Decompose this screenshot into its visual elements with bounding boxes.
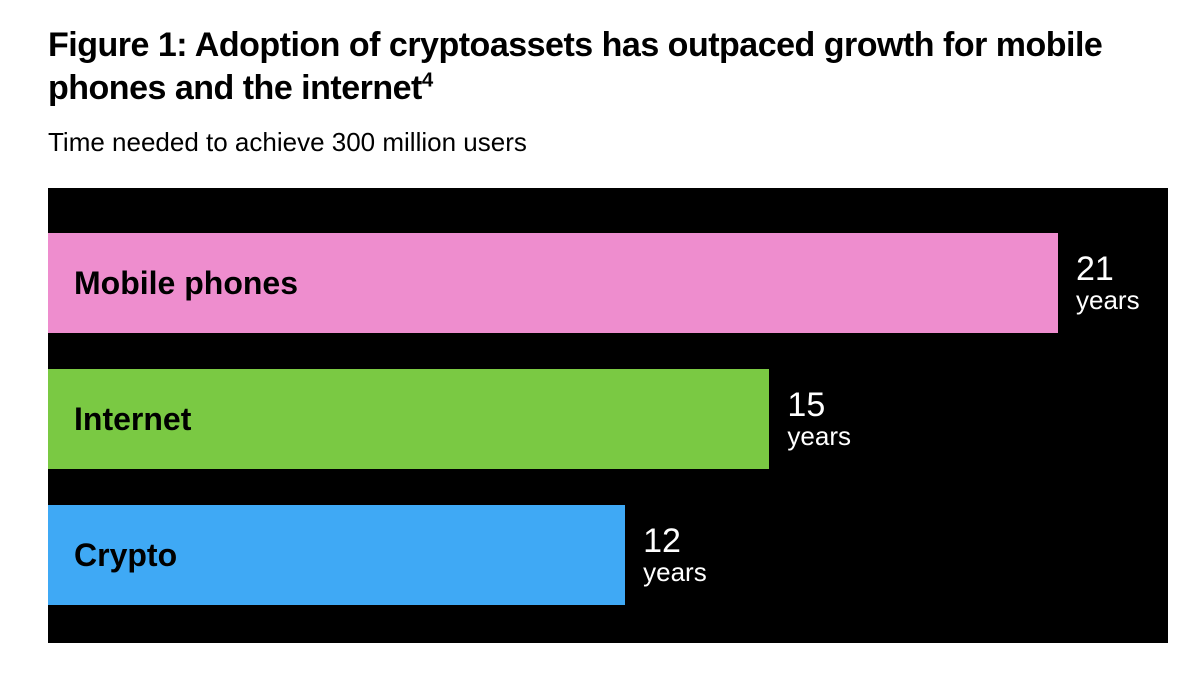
bar-label: Mobile phones: [74, 265, 298, 302]
figure-subtitle: Time needed to achieve 300 million users: [48, 127, 1168, 158]
bar: Internet: [48, 369, 769, 469]
bar-value-unit: years: [643, 559, 707, 586]
bar-value: 12years: [643, 524, 707, 587]
chart-panel: Mobile phones21yearsInternet15yearsCrypt…: [48, 188, 1168, 643]
bar-row: Internet 15years: [48, 369, 1168, 469]
bar: Mobile phones: [48, 233, 1058, 333]
bar-row: Crypto 12years: [48, 505, 1168, 605]
bar-value-unit: years: [1076, 287, 1140, 314]
bar-value-number: 12: [643, 524, 707, 560]
bar-label: Internet: [74, 401, 191, 438]
figure-title-prefix: Figure 1:: [48, 26, 195, 64]
bar-value: 15years: [787, 388, 851, 451]
figure-title: Figure 1: Adoption of cryptoassets has o…: [48, 24, 1168, 109]
bar-value-number: 21: [1076, 252, 1140, 288]
figure-title-footnote: 4: [422, 69, 433, 91]
figure-title-main: Adoption of cryptoassets has outpaced gr…: [48, 26, 1102, 107]
bar-row: Mobile phones 21years: [48, 233, 1168, 333]
bar-value-unit: years: [787, 423, 851, 450]
bar-value-number: 15: [787, 388, 851, 424]
bar-label: Crypto: [74, 537, 177, 574]
bar: Crypto: [48, 505, 625, 605]
bar-value: 21years: [1076, 252, 1140, 315]
